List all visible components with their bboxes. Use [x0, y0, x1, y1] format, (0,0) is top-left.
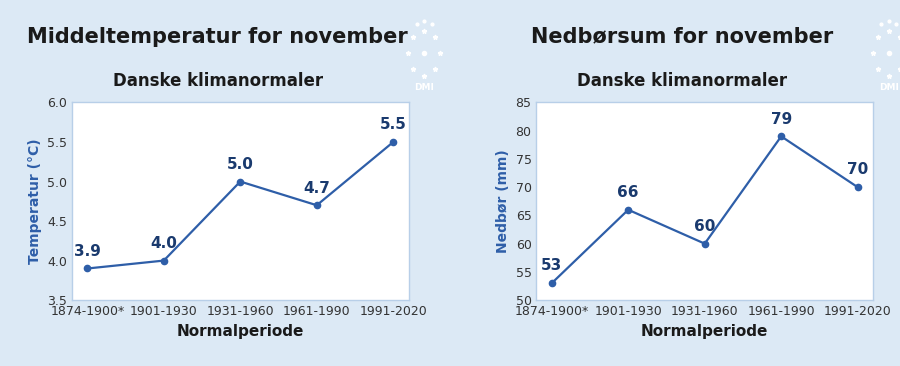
- Text: 53: 53: [541, 258, 562, 273]
- X-axis label: Normalperiode: Normalperiode: [176, 324, 304, 339]
- Text: 66: 66: [617, 185, 639, 200]
- Text: 79: 79: [770, 112, 792, 127]
- X-axis label: Normalperiode: Normalperiode: [641, 324, 769, 339]
- Text: 70: 70: [847, 163, 868, 178]
- Y-axis label: Temperatur (°C): Temperatur (°C): [28, 138, 41, 264]
- Text: Danske klimanormaler: Danske klimanormaler: [577, 71, 788, 90]
- Text: 4.7: 4.7: [303, 180, 330, 195]
- Text: DMI: DMI: [414, 83, 434, 92]
- Text: DMI: DMI: [878, 83, 899, 92]
- Text: Middeltemperatur for november: Middeltemperatur for november: [27, 27, 409, 46]
- Text: 3.9: 3.9: [74, 244, 101, 259]
- Text: 5.0: 5.0: [227, 157, 254, 172]
- Text: 60: 60: [694, 219, 716, 234]
- Text: Danske klimanormaler: Danske klimanormaler: [112, 71, 323, 90]
- Text: 5.5: 5.5: [380, 117, 407, 132]
- Y-axis label: Nedbør (mm): Nedbør (mm): [496, 149, 510, 253]
- Text: Nedbørsum for november: Nedbørsum for november: [531, 27, 833, 46]
- Text: 4.0: 4.0: [150, 236, 177, 251]
